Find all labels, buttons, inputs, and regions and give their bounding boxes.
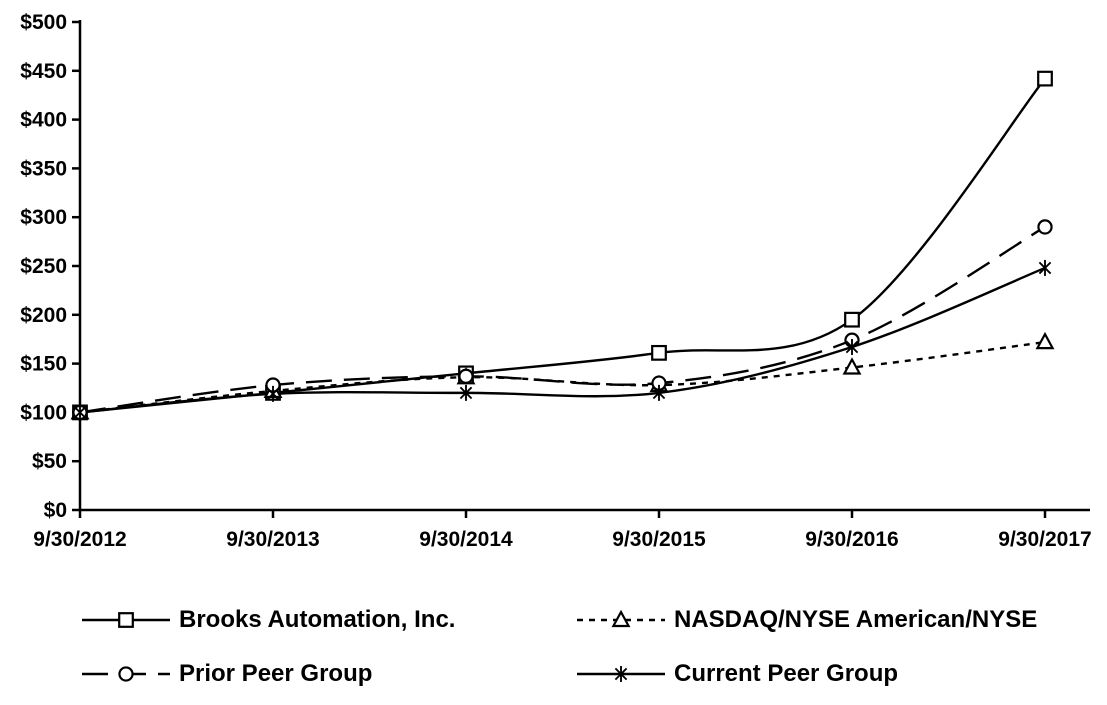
- square-marker-icon: [844, 311, 860, 328]
- y-tick-label: $100: [20, 401, 67, 424]
- asterisk-marker-icon: [614, 667, 628, 681]
- plot-area: $0 $50 $100 $150 $200 $250 $300 $350 $400 $450 $50…: [20, 11, 1091, 551]
- legend-label-nasdaq-nyse: NASDAQ/NYSE American/NYSE: [674, 606, 1038, 633]
- triangle-marker-icon: [842, 357, 862, 375]
- x-tick-label: 9/30/2015: [612, 528, 706, 551]
- y-tick-label: $200: [20, 304, 67, 327]
- legend-label-current-peer-group: Current Peer Group: [674, 660, 899, 687]
- series-line-3: [79, 266, 1046, 414]
- chart-legend: Brooks Automation, Inc. NASDAQ/NYSE Amer…: [0, 606, 1107, 688]
- x-tick-label: 9/30/2012: [33, 528, 126, 551]
- y-tick-label: $500: [20, 11, 67, 34]
- legend-label-brooks-automation: Brooks Automation, Inc.: [179, 606, 456, 633]
- asterisk-marker-icon: [845, 340, 859, 354]
- circle-marker-icon: [1037, 219, 1053, 235]
- asterisk-marker-icon: [73, 406, 87, 419]
- series-line-1: [79, 340, 1046, 414]
- x-tick-label: 9/30/2014: [419, 528, 513, 551]
- legend-label-prior-peer-group: Prior Peer Group: [179, 660, 373, 687]
- circle-marker-icon: [118, 666, 134, 682]
- y-tick-label: $400: [20, 109, 67, 132]
- square-marker-icon: [651, 344, 667, 361]
- legend-line-sample-triangle: [577, 609, 665, 628]
- legend-item-prior-peer-group: Prior Peer Group: [80, 660, 575, 688]
- legend-item-brooks-automation: Brooks Automation, Inc.: [80, 606, 575, 634]
- x-tick-label: 9/30/2016: [805, 528, 898, 551]
- y-tick-label: $350: [20, 157, 67, 180]
- triangle-marker-icon: [611, 609, 631, 628]
- y-tick-label: $150: [20, 353, 67, 376]
- series-line-0: [79, 77, 1046, 414]
- legend-line-sample-square: [82, 612, 170, 628]
- y-tick-label: $50: [32, 450, 67, 473]
- square-marker-icon: [1037, 70, 1053, 87]
- y-tick-label: $250: [20, 255, 67, 278]
- asterisk-marker-icon: [1038, 261, 1052, 275]
- y-tick-label: $300: [20, 206, 67, 229]
- square-marker-icon: [118, 612, 134, 628]
- asterisk-marker-icon: [652, 386, 666, 400]
- legend-line-sample-asterisk: [577, 666, 665, 682]
- triangle-marker-icon: [1035, 331, 1055, 350]
- y-tick-label: $450: [20, 60, 67, 83]
- y-tick-label: $0: [44, 499, 67, 522]
- legend-item-nasdaq-nyse: NASDAQ/NYSE American/NYSE: [575, 606, 1107, 634]
- asterisk-marker-icon: [459, 386, 473, 400]
- legend-item-current-peer-group: Current Peer Group: [575, 660, 1107, 688]
- series-line-2: [79, 225, 1046, 414]
- x-tick-label: 9/30/2013: [226, 528, 319, 551]
- circle-marker-icon: [458, 368, 474, 384]
- x-tick-label: 9/30/2017: [998, 528, 1091, 551]
- legend-line-sample-circle: [82, 666, 170, 682]
- asterisk-marker-icon: [266, 387, 280, 401]
